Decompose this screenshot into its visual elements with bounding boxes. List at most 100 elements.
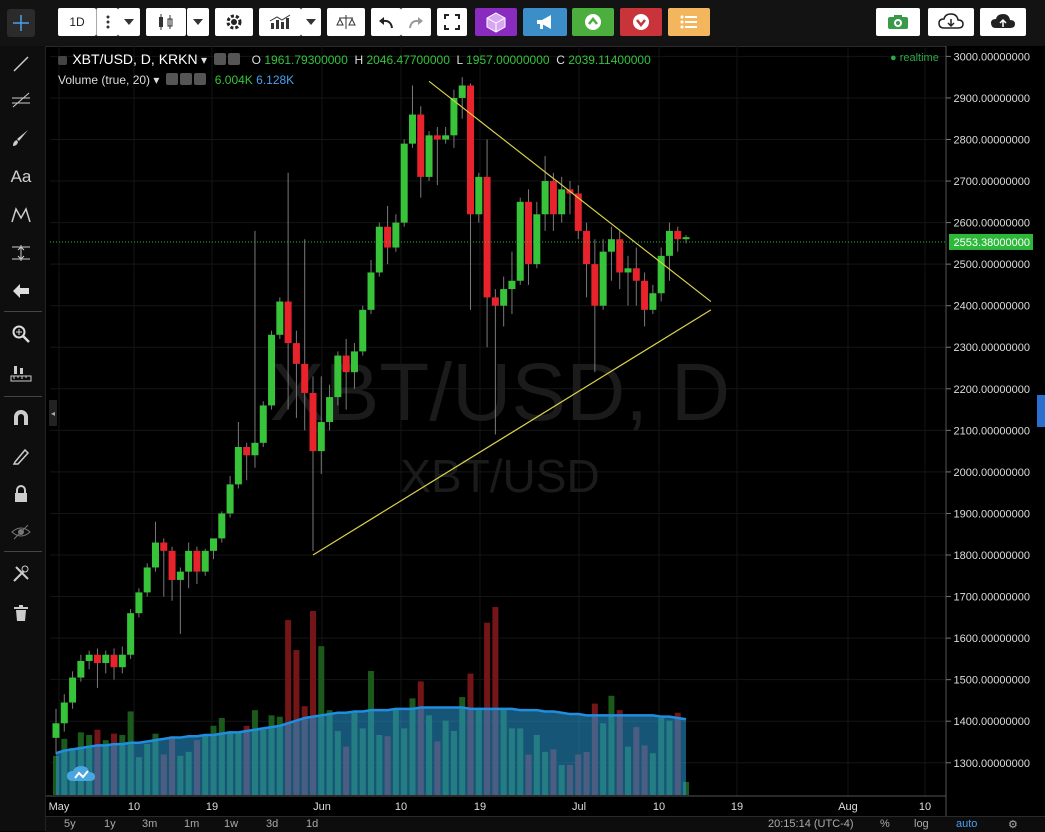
trash-icon[interactable]: [7, 599, 35, 627]
candle: [458, 85, 466, 98]
candlestick-series: [52, 77, 690, 755]
volume-bar: [658, 717, 665, 795]
volume-bar: [600, 723, 607, 795]
volume-close-icon[interactable]: [194, 73, 207, 85]
time-tick-label: May: [49, 801, 70, 813]
range-5y[interactable]: 5y: [64, 818, 76, 830]
measure-icon[interactable]: [7, 359, 35, 387]
range-1m[interactable]: 1m: [184, 818, 200, 830]
auto-toggle[interactable]: auto: [956, 818, 978, 830]
volume-bar: [235, 732, 242, 795]
candle: [350, 351, 358, 373]
volume-bar: [152, 733, 159, 795]
crosshair-icon[interactable]: [7, 9, 35, 37]
volume-dropdown-icon[interactable]: ▾: [153, 73, 160, 87]
fullscreen-icon[interactable]: [437, 8, 467, 36]
cloud-upload-icon[interactable]: [980, 8, 1026, 36]
zoom-icon[interactable]: [7, 320, 35, 348]
pencil-lock-icon[interactable]: [7, 442, 35, 470]
axis-settings-icon[interactable]: ⚙: [1008, 819, 1018, 831]
candle: [176, 571, 184, 580]
price-axis: 3000.00000000 2900.00000000 2800.00000000 2…: [945, 46, 1045, 816]
text-tool-icon[interactable]: Aa: [10, 167, 32, 186]
interval-button[interactable]: 1D: [58, 8, 96, 36]
eye-hide-icon[interactable]: [7, 518, 35, 546]
candle: [475, 176, 483, 215]
candle: [193, 550, 201, 572]
price-tick-label: 2400.00000000: [954, 301, 1030, 313]
more-icon[interactable]: [96, 8, 118, 36]
log-toggle[interactable]: log: [914, 818, 929, 830]
candle: [69, 677, 77, 703]
indicators-dropdown-icon[interactable]: [301, 8, 321, 36]
compare-icon[interactable]: [327, 8, 365, 36]
volume-label[interactable]: Volume (true, 20): [58, 73, 151, 87]
symbol-label[interactable]: XBT/USD, D, KRKN: [72, 51, 198, 67]
volume-bar: [326, 710, 333, 795]
gear-icon[interactable]: [215, 8, 253, 36]
candle: [243, 446, 251, 456]
range-3d[interactable]: 3d: [266, 818, 279, 830]
time-tick-label: 19: [206, 801, 218, 813]
indicators-icon[interactable]: [259, 8, 301, 36]
trend-line-icon[interactable]: [7, 50, 35, 78]
brush-icon[interactable]: [7, 124, 35, 152]
fib-tool-icon[interactable]: [7, 86, 35, 114]
prediction-tool-icon[interactable]: [7, 239, 35, 267]
candle: [185, 550, 193, 572]
cloud-download-icon[interactable]: [928, 8, 974, 36]
camera-icon[interactable]: [876, 8, 920, 36]
symbol-dropdown-icon[interactable]: ▾: [200, 53, 207, 67]
candle: [143, 567, 151, 593]
volume-bar: [649, 753, 656, 795]
up-arrow-icon[interactable]: [572, 8, 614, 36]
collapse-icon[interactable]: [58, 56, 67, 65]
chevron-down-icon[interactable]: [118, 8, 140, 36]
volume-bar: [666, 720, 673, 795]
candles-icon[interactable]: [146, 8, 186, 36]
redo-icon[interactable]: [401, 8, 431, 36]
toolbar-collapse-icon[interactable]: ◂: [49, 400, 57, 426]
list-icon[interactable]: [668, 8, 710, 36]
volume-bar: [243, 725, 250, 795]
candle: [450, 97, 458, 136]
candle: [276, 301, 284, 335]
chart-type-dropdown-icon[interactable]: [187, 8, 209, 36]
candle: [433, 135, 441, 140]
pattern-tool-icon[interactable]: [7, 201, 35, 229]
volume-bar: [285, 620, 292, 795]
volume-eye-icon[interactable]: [166, 73, 179, 85]
time-tick-label: 10: [653, 801, 665, 813]
lock-icon[interactable]: [7, 480, 35, 508]
gear-mini-icon[interactable]: [227, 53, 240, 65]
volume-bar: [508, 728, 515, 795]
cube-icon[interactable]: [475, 8, 517, 36]
volume-bar: [293, 650, 300, 795]
volume-bar: [641, 745, 648, 795]
tools-icon[interactable]: [7, 560, 35, 588]
range-1w[interactable]: 1w: [224, 818, 239, 830]
down-arrow-icon[interactable]: [620, 8, 662, 36]
chart-legend: XBT/USD, D, KRKN ▾ O 1961.79300000 H 204…: [58, 51, 651, 87]
megaphone-icon[interactable]: [523, 8, 567, 36]
volume-bar: [417, 681, 424, 795]
volume-bar: [202, 734, 209, 795]
low-value: 1957.00000000: [466, 53, 550, 67]
settings-mini-icon[interactable]: [213, 53, 226, 65]
range-3m[interactable]: 3m: [142, 818, 158, 830]
candle: [392, 222, 400, 248]
volume-ma-area: [55, 706, 687, 795]
candle: [60, 702, 68, 724]
candle: [309, 392, 317, 452]
volume-bar: [193, 740, 200, 795]
magnet-icon[interactable]: [7, 404, 35, 432]
range-1d[interactable]: 1d: [306, 818, 319, 830]
percent-toggle[interactable]: %: [880, 818, 890, 830]
back-arrow-icon[interactable]: [7, 277, 35, 305]
range-1y[interactable]: 1y: [104, 818, 116, 830]
undo-icon[interactable]: [371, 8, 401, 36]
volume-gear-icon[interactable]: [180, 73, 193, 85]
price-tick-label: 2600.00000000: [954, 218, 1030, 230]
right-panel-tab[interactable]: [1037, 395, 1045, 427]
